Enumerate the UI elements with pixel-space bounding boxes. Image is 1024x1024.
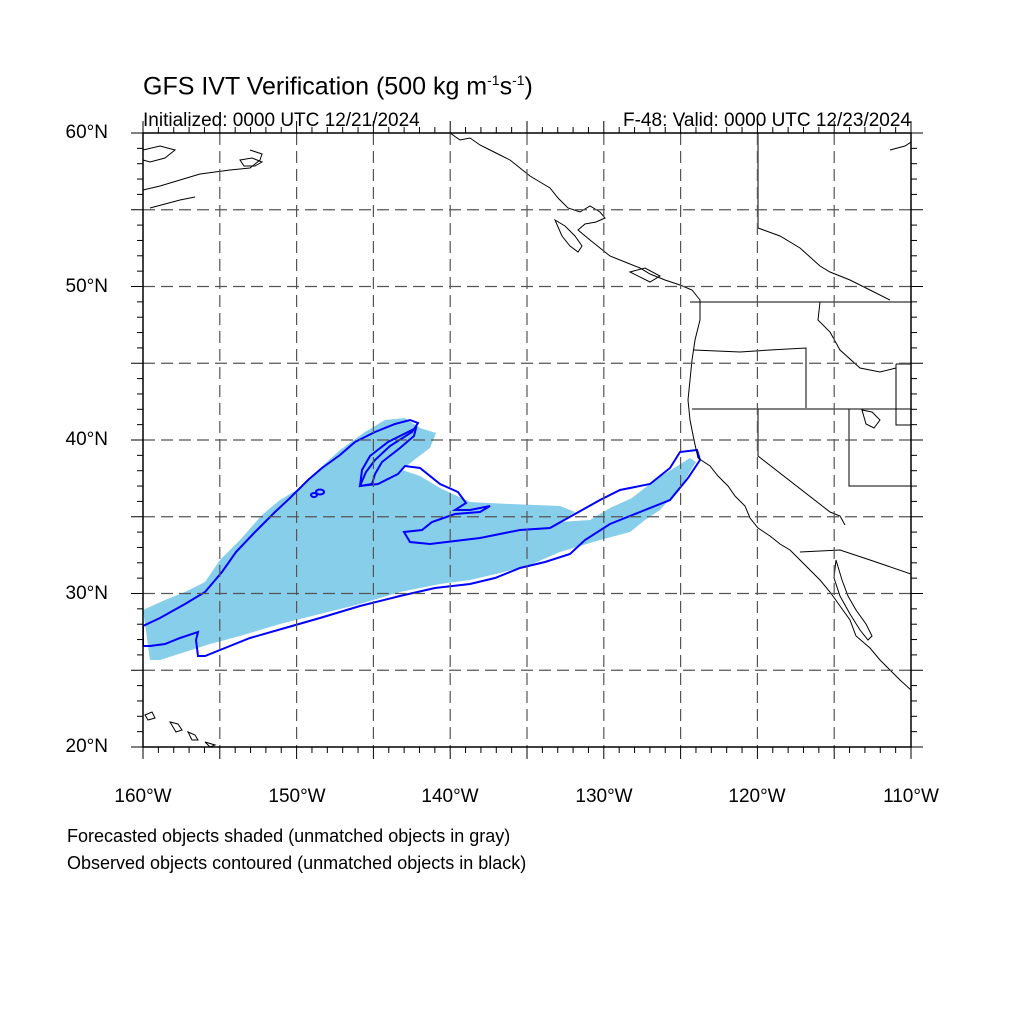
lon-label: 140°W xyxy=(421,786,479,807)
legend-note-observed: Observed objects contoured (unmatched ob… xyxy=(67,853,527,873)
lat-label: 20°N xyxy=(65,736,108,757)
lon-label: 120°W xyxy=(728,786,786,807)
lat-label: 60°N xyxy=(65,122,108,143)
lon-label: 110°W xyxy=(883,786,939,807)
observed-object-contour-small-2 xyxy=(310,492,318,498)
observed-object-contour-main xyxy=(143,418,702,657)
initialized-time: Initialized: 0000 UTC 12/21/2024 xyxy=(143,110,420,131)
lon-label: 160°W xyxy=(114,786,172,807)
lat-lon-grid xyxy=(143,133,911,747)
valid-time: F-48: Valid: 0000 UTC 12/23/2024 xyxy=(623,110,911,131)
lat-label: 50°N xyxy=(65,276,108,297)
legend-note-forecast: Forecasted objects shaded (unmatched obj… xyxy=(67,826,511,846)
map-title: GFS IVT Verification (500 kg m-1s-1) xyxy=(143,72,533,101)
lat-label: 40°N xyxy=(65,429,108,450)
axis-ticks xyxy=(131,121,923,759)
forecast-object-shaded xyxy=(143,418,696,660)
observed-object-contour-small-1 xyxy=(315,488,325,496)
political-borders xyxy=(690,133,911,575)
lon-label: 130°W xyxy=(575,786,633,807)
lat-label: 30°N xyxy=(65,583,108,604)
lon-label: 150°W xyxy=(268,786,326,807)
observed-object-contour-inner xyxy=(358,426,418,488)
